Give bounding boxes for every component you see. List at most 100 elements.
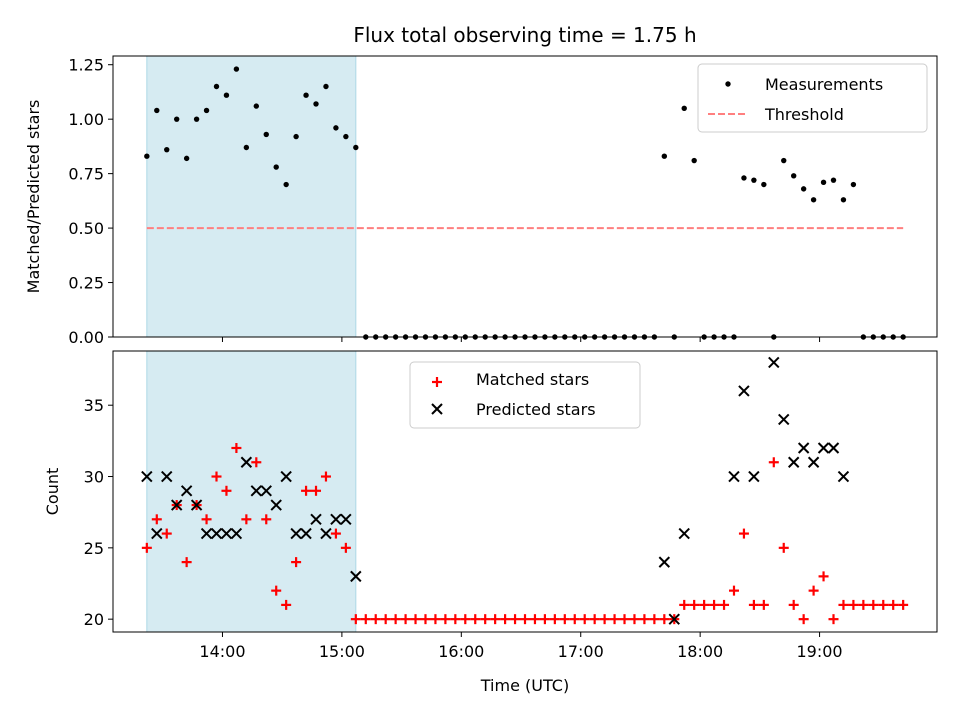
predicted-star-stroke	[778, 413, 790, 426]
top-legend-box	[697, 63, 928, 133]
matched-star-point	[430, 614, 441, 625]
matched-star-point	[490, 614, 501, 625]
predicted-star-stroke	[270, 499, 282, 511]
top-y-axis: 0.00 0.25 0.50 0.75 1.00 1.25	[68, 56, 113, 347]
predicted-star-point	[250, 485, 263, 497]
predicted-star-stroke	[141, 470, 153, 483]
predicted-star-stroke	[837, 470, 850, 483]
matched-star-point	[559, 614, 570, 625]
predicted-star-stroke	[797, 442, 810, 454]
measurement-point	[223, 92, 230, 98]
predicted-star-stroke	[210, 527, 223, 540]
matched-star-point	[151, 514, 162, 525]
top-marks	[144, 66, 906, 340]
y-tick-label: 1.00	[68, 110, 104, 129]
bottom-legend-box	[409, 361, 641, 429]
y-tick-label: 25	[84, 539, 104, 558]
predicted-star-point	[768, 356, 780, 369]
matched-star-point	[619, 614, 630, 625]
top-x-ticks	[221, 337, 821, 342]
measurement-point	[343, 133, 349, 140]
x-tick-label: 14:00	[199, 642, 245, 661]
matched-star-point	[649, 614, 660, 625]
matched-star-point	[330, 528, 341, 539]
predicted-star-stroke	[260, 485, 272, 497]
predicted-star-point	[797, 442, 810, 454]
top-panel: Flux total observing time = 1.75 h 0.000…	[24, 23, 938, 347]
measurement-point	[810, 197, 817, 203]
matched-star-point	[251, 457, 262, 468]
measurement-point	[154, 107, 160, 114]
y-tick-label: 20	[84, 610, 104, 629]
measurement-point	[144, 153, 150, 159]
bottom-marks	[141, 356, 909, 625]
matched-star-point	[261, 514, 272, 525]
matched-star-point	[141, 542, 152, 553]
measurement-point	[661, 153, 668, 159]
measurement-point	[751, 177, 757, 183]
matched-star-point	[211, 471, 222, 482]
matched-star-point	[848, 599, 859, 610]
top-y-axis-label: Matched/Predicted stars	[24, 100, 43, 294]
predicted-star-point	[320, 527, 332, 540]
predicted-star-point	[817, 442, 830, 454]
predicted-star-point	[220, 527, 233, 540]
predicted-star-stroke	[220, 527, 233, 540]
matched-star-point	[301, 485, 312, 496]
predicted-star-point	[330, 513, 342, 526]
matched-star-point	[768, 457, 779, 468]
measurement-point	[353, 144, 359, 151]
matched-star-point	[589, 614, 600, 625]
matched-star-point	[798, 614, 809, 625]
matched-star-point	[629, 614, 640, 625]
predicted-star-point	[807, 456, 820, 468]
bottom-plot-frame	[112, 350, 938, 633]
predicted-star-stroke	[350, 570, 362, 583]
measurement-point	[323, 83, 329, 90]
matched-star-point	[539, 614, 550, 625]
measurement-point	[850, 181, 857, 188]
measurement-point	[840, 197, 847, 203]
predicted-star-point	[837, 470, 850, 483]
predicted-star-stroke	[330, 513, 342, 526]
matched-star-point	[808, 585, 819, 596]
measurement-point	[781, 157, 787, 164]
matched-star-point	[888, 599, 899, 610]
predicted-star-stroke	[678, 527, 690, 540]
matched-star-point	[360, 614, 371, 625]
x-axis-label: Time (UTC)	[480, 676, 569, 695]
measurement-point	[691, 157, 697, 164]
predicted-star-stroke	[200, 527, 213, 540]
predicted-star-stroke	[787, 456, 800, 468]
matched-star-point	[370, 614, 381, 625]
predicted-star-stroke	[230, 527, 243, 540]
predicted-star-stroke	[340, 513, 352, 526]
x-tick-label: 19:00	[797, 642, 843, 661]
predicted-star-stroke	[290, 527, 302, 540]
predicted-star-point	[240, 456, 253, 468]
predicted-star-point	[260, 485, 272, 497]
matched-star-point	[868, 599, 879, 610]
measurement-point	[213, 83, 220, 90]
measurement-point	[193, 116, 200, 122]
predicted-star-point	[300, 527, 312, 540]
predicted-star-stroke	[768, 356, 780, 369]
shaded-region-rect	[146, 55, 357, 338]
predicted-star-point	[280, 470, 292, 483]
matched-star-point	[271, 585, 282, 596]
predicted-star-point	[210, 527, 223, 540]
matched-star-point	[609, 614, 620, 625]
bottom-legend: Matched stars Predicted stars	[409, 361, 641, 429]
matched-star-point	[420, 614, 431, 625]
y-tick-label: 0.25	[68, 274, 104, 293]
predicted-star-stroke	[240, 456, 253, 468]
predicted-star-point	[141, 470, 153, 483]
measurement-point	[761, 181, 767, 188]
measurement-point	[790, 173, 797, 179]
y-tick-label: 30	[84, 468, 104, 487]
predicted-star-point	[200, 527, 213, 540]
measurement-point	[233, 66, 240, 72]
matched-star-point	[838, 599, 849, 610]
predicted-star-point	[827, 442, 840, 454]
